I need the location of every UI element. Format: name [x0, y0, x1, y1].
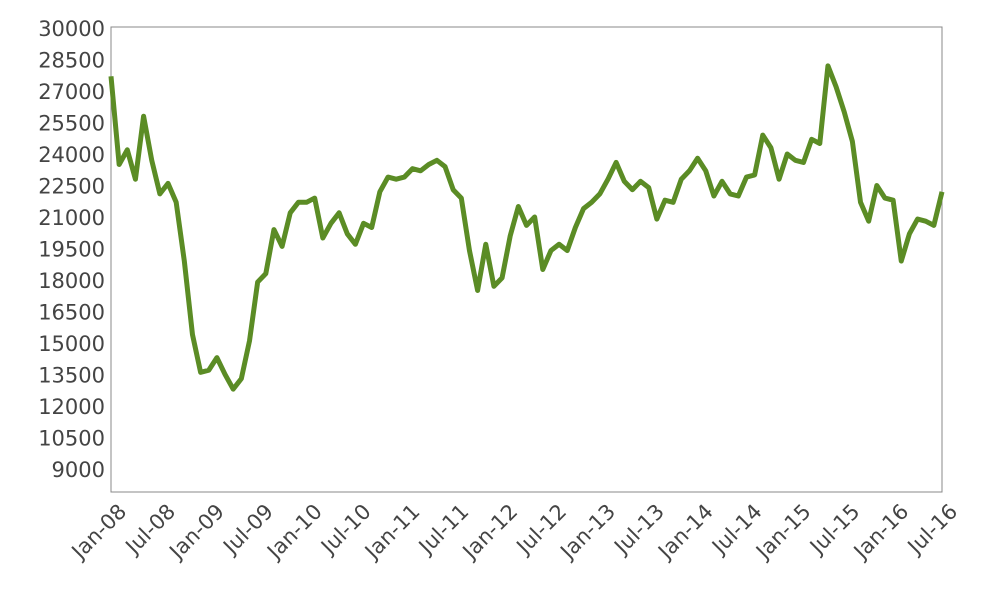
- y-tick-label: 16500: [38, 301, 105, 325]
- y-tick-label: 13500: [38, 364, 105, 388]
- y-tick-label: 21000: [38, 206, 105, 230]
- y-tick-label: 24000: [38, 143, 105, 167]
- data-line: [108, 63, 945, 392]
- y-tick-label: 10500: [38, 427, 105, 451]
- x-tick-label: Jan-15: [750, 499, 816, 565]
- y-tick-label: 22500: [38, 175, 105, 199]
- x-tick-label: Jan-08: [66, 499, 132, 565]
- x-tick-label: Jan-09: [164, 499, 230, 565]
- x-tick-label: Jan-12: [457, 499, 523, 565]
- y-tick-label: 9000: [52, 458, 105, 482]
- y-tick-label: 30000: [38, 17, 105, 41]
- y-tick-label: 15000: [38, 332, 105, 356]
- y-tick-label: 28500: [38, 49, 105, 73]
- x-tick-label: Jan-14: [652, 499, 718, 565]
- y-tick-label: 27000: [38, 80, 105, 104]
- y-tick-label: 18000: [38, 269, 105, 293]
- x-tick-label: Jan-11: [359, 499, 425, 565]
- y-tick-label: 19500: [38, 238, 105, 262]
- x-tick-label: Jul-16: [902, 499, 963, 560]
- y-tick-label: 12000: [38, 395, 105, 419]
- x-tick-label: Jan-10: [261, 499, 327, 565]
- plot-frame: [110, 26, 943, 493]
- x-tick-label: Jan-16: [848, 499, 914, 565]
- y-tick-label: 25500: [38, 112, 105, 136]
- x-tick-label: Jan-13: [555, 499, 621, 565]
